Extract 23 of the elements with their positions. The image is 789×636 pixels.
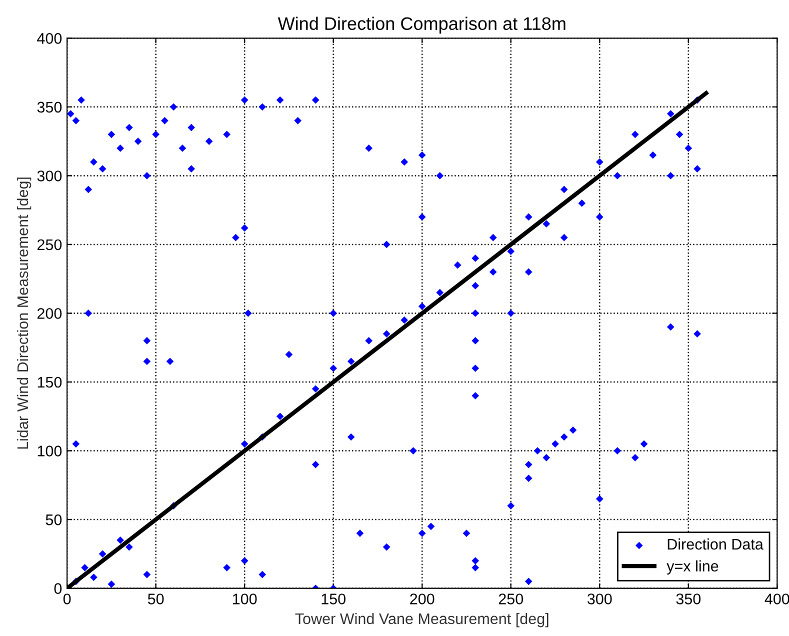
x-tick-label: 350 [676,594,701,604]
x-tick-label: 250 [498,594,524,604]
y-tick-label: 250 [37,239,62,250]
y-tick-label: 0 [54,583,62,594]
x-tick-label: 400 [764,594,789,604]
chart-title: Wind Direction Comparison at 118m [278,16,566,34]
x-tick-label: 200 [410,594,434,604]
y-axis-title: Lidar Wind Direction Measurement [deg] [16,178,32,449]
x-tick-label: 50 [148,594,164,604]
y-tick-label: 200 [37,308,62,319]
x-tick-label: 300 [587,594,612,604]
y-tick-label: 350 [37,102,62,113]
x-tick-label: 150 [322,594,346,604]
y-tick-label: 150 [38,376,62,388]
y-tick-label: 300 [37,170,62,182]
y-tick-label: 50 [46,514,62,526]
legend-label: Direction Data [668,538,764,550]
y-tick-label: 100 [38,446,62,456]
x-tick-label: 100 [233,594,257,604]
y-tick-label: 400 [37,33,62,44]
legend-label: y=x line [666,560,718,575]
x-tick-label: 0 [63,594,71,604]
x-axis-title: Tower Wind Vane Measurement [deg] [295,612,548,628]
